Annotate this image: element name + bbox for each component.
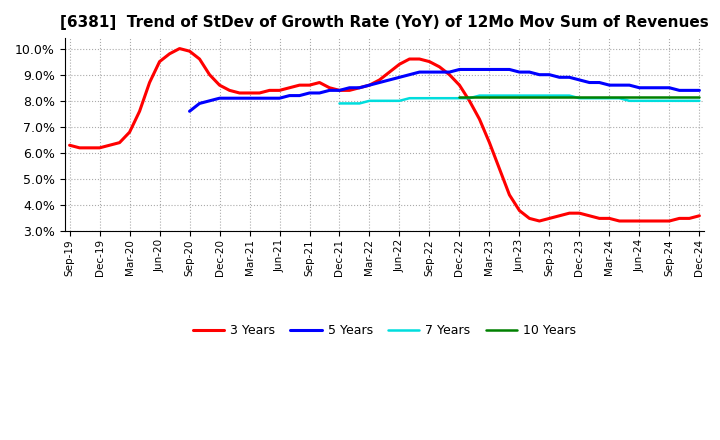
Legend: 3 Years, 5 Years, 7 Years, 10 Years: 3 Years, 5 Years, 7 Years, 10 Years [188,319,581,342]
3 Years [425,59,433,64]
10 Years [485,94,494,99]
7 Years [425,95,433,101]
10 Years [575,94,584,99]
10 Years [585,94,594,99]
7 Years [336,101,344,106]
7 Years [645,98,654,103]
7 Years [375,98,384,103]
10 Years [595,94,603,99]
7 Years [615,95,624,101]
5 Years [425,70,433,75]
10 Years [655,94,664,99]
7 Years [585,95,594,101]
3 Years [145,80,154,85]
10 Years [535,94,544,99]
10 Years [615,94,624,99]
3 Years [695,213,703,218]
10 Years [455,94,464,99]
5 Years [665,85,674,90]
3 Years [485,140,494,145]
7 Years [515,93,523,98]
10 Years [565,94,574,99]
7 Years [385,98,394,103]
Line: 7 Years: 7 Years [340,95,699,103]
10 Years [635,94,644,99]
10 Years [675,94,684,99]
10 Years [695,94,703,99]
10 Years [685,94,693,99]
7 Years [395,98,404,103]
10 Years [475,94,484,99]
7 Years [655,98,664,103]
7 Years [605,95,613,101]
7 Years [685,98,693,103]
7 Years [695,98,703,103]
7 Years [565,93,574,98]
10 Years [525,94,534,99]
10 Years [645,94,654,99]
7 Years [625,98,634,103]
7 Years [445,95,454,101]
10 Years [515,94,523,99]
7 Years [555,93,564,98]
Title: [6381]  Trend of StDev of Growth Rate (YoY) of 12Mo Mov Sum of Revenues: [6381] Trend of StDev of Growth Rate (Yo… [60,15,709,30]
10 Years [545,94,554,99]
7 Years [355,101,364,106]
7 Years [415,95,424,101]
5 Years [225,95,234,101]
5 Years [455,67,464,72]
5 Years [505,67,514,72]
Line: 5 Years: 5 Years [189,70,699,111]
Line: 3 Years: 3 Years [70,48,699,221]
7 Years [635,98,644,103]
3 Years [535,218,544,224]
7 Years [665,98,674,103]
7 Years [485,93,494,98]
7 Years [545,93,554,98]
10 Years [665,94,674,99]
7 Years [675,98,684,103]
3 Years [336,88,344,93]
3 Years [475,117,484,122]
3 Years [66,143,74,148]
7 Years [345,101,354,106]
7 Years [535,93,544,98]
7 Years [405,95,414,101]
7 Years [525,93,534,98]
7 Years [495,93,504,98]
3 Years [385,70,394,75]
3 Years [175,46,184,51]
5 Years [185,109,194,114]
5 Years [695,88,703,93]
7 Years [475,93,484,98]
10 Years [505,94,514,99]
10 Years [465,94,474,99]
7 Years [505,93,514,98]
10 Years [495,94,504,99]
10 Years [605,94,613,99]
7 Years [575,95,584,101]
10 Years [625,94,634,99]
7 Years [365,98,374,103]
10 Years [555,94,564,99]
7 Years [465,95,474,101]
5 Years [525,70,534,75]
5 Years [365,83,374,88]
7 Years [455,95,464,101]
7 Years [595,95,603,101]
7 Years [435,95,444,101]
